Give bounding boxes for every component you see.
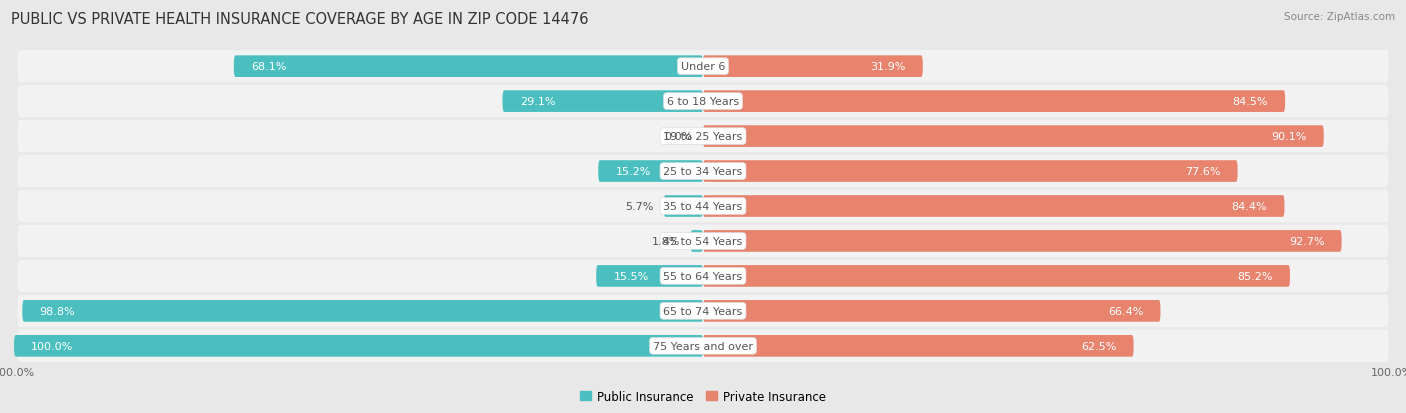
FancyBboxPatch shape: [233, 56, 703, 78]
FancyBboxPatch shape: [599, 161, 703, 183]
FancyBboxPatch shape: [14, 335, 703, 357]
Text: 84.5%: 84.5%: [1233, 97, 1268, 107]
Text: 62.5%: 62.5%: [1081, 341, 1116, 351]
Text: 0.0%: 0.0%: [665, 132, 693, 142]
FancyBboxPatch shape: [703, 161, 1237, 183]
Text: 90.1%: 90.1%: [1271, 132, 1306, 142]
Text: 66.4%: 66.4%: [1108, 306, 1143, 316]
Text: 25 to 34 Years: 25 to 34 Years: [664, 166, 742, 177]
Text: 35 to 44 Years: 35 to 44 Years: [664, 202, 742, 211]
FancyBboxPatch shape: [17, 330, 1389, 362]
Text: 29.1%: 29.1%: [520, 97, 555, 107]
FancyBboxPatch shape: [502, 91, 703, 113]
FancyBboxPatch shape: [703, 196, 1285, 217]
FancyBboxPatch shape: [17, 51, 1389, 83]
FancyBboxPatch shape: [703, 230, 1341, 252]
FancyBboxPatch shape: [703, 56, 922, 78]
FancyBboxPatch shape: [703, 335, 1133, 357]
Text: 85.2%: 85.2%: [1237, 271, 1272, 281]
Text: 1.8%: 1.8%: [652, 236, 681, 247]
FancyBboxPatch shape: [703, 126, 1323, 147]
Text: 84.4%: 84.4%: [1232, 202, 1267, 211]
FancyBboxPatch shape: [17, 85, 1389, 118]
FancyBboxPatch shape: [17, 121, 1389, 153]
FancyBboxPatch shape: [703, 266, 1289, 287]
Text: 98.8%: 98.8%: [39, 306, 75, 316]
Text: 19 to 25 Years: 19 to 25 Years: [664, 132, 742, 142]
FancyBboxPatch shape: [17, 260, 1389, 292]
Text: 100.0%: 100.0%: [31, 341, 73, 351]
FancyBboxPatch shape: [664, 196, 703, 217]
Text: Source: ZipAtlas.com: Source: ZipAtlas.com: [1284, 12, 1395, 22]
Text: 6 to 18 Years: 6 to 18 Years: [666, 97, 740, 107]
FancyBboxPatch shape: [596, 266, 703, 287]
Text: 92.7%: 92.7%: [1289, 236, 1324, 247]
FancyBboxPatch shape: [17, 190, 1389, 223]
FancyBboxPatch shape: [703, 300, 1160, 322]
Text: PUBLIC VS PRIVATE HEALTH INSURANCE COVERAGE BY AGE IN ZIP CODE 14476: PUBLIC VS PRIVATE HEALTH INSURANCE COVER…: [11, 12, 589, 27]
Text: 75 Years and over: 75 Years and over: [652, 341, 754, 351]
Text: 31.9%: 31.9%: [870, 62, 905, 72]
Text: 68.1%: 68.1%: [252, 62, 287, 72]
Text: 15.5%: 15.5%: [613, 271, 648, 281]
Text: 65 to 74 Years: 65 to 74 Years: [664, 306, 742, 316]
FancyBboxPatch shape: [22, 300, 703, 322]
FancyBboxPatch shape: [690, 230, 703, 252]
Text: 45 to 54 Years: 45 to 54 Years: [664, 236, 742, 247]
Text: 15.2%: 15.2%: [616, 166, 651, 177]
Text: 55 to 64 Years: 55 to 64 Years: [664, 271, 742, 281]
FancyBboxPatch shape: [17, 155, 1389, 188]
FancyBboxPatch shape: [17, 225, 1389, 258]
Legend: Public Insurance, Private Insurance: Public Insurance, Private Insurance: [575, 385, 831, 408]
Text: 77.6%: 77.6%: [1185, 166, 1220, 177]
FancyBboxPatch shape: [17, 295, 1389, 328]
Text: 5.7%: 5.7%: [626, 202, 654, 211]
Text: Under 6: Under 6: [681, 62, 725, 72]
FancyBboxPatch shape: [703, 91, 1285, 113]
